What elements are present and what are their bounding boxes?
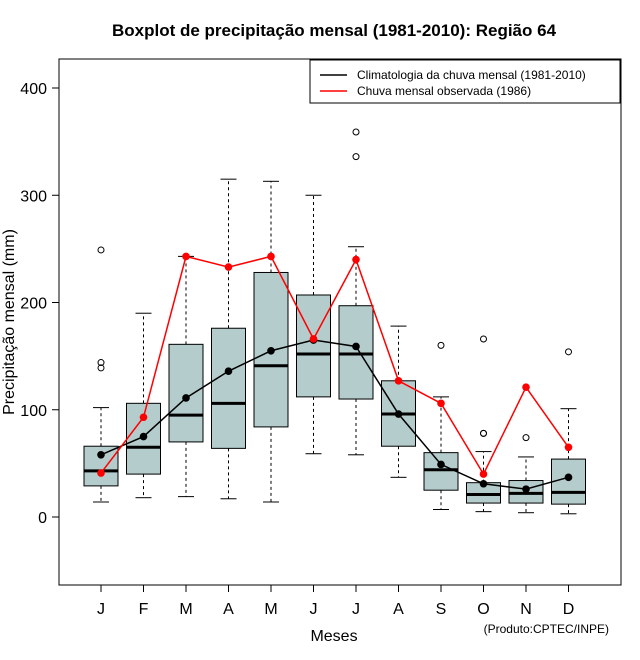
- legend-box: [309, 59, 621, 104]
- box-n-10: [508, 434, 544, 514]
- box-m-4: [253, 180, 289, 503]
- iqr-box: [168, 343, 204, 443]
- x-tick-label: M: [264, 601, 277, 618]
- series-point-observed-1986: [224, 263, 233, 271]
- series-point-climatology: [352, 342, 360, 351]
- box-m-2: [168, 255, 204, 498]
- x-axis-label: Meses: [310, 628, 357, 645]
- iqr-box: [296, 294, 331, 398]
- x-tick-label: S: [436, 601, 447, 618]
- legend: Climatologia da chuva mensal (1981-2010)…: [309, 59, 621, 104]
- series-point-observed-1986: [267, 252, 275, 261]
- series-point-observed-1986: [479, 470, 488, 478]
- box-d-11: [551, 348, 586, 515]
- outlier-point: [97, 359, 105, 367]
- series-point-observed-1986: [182, 252, 190, 261]
- iqr-box: [338, 305, 374, 400]
- y-tick-label: 200: [20, 296, 47, 313]
- iqr-box: [551, 458, 586, 505]
- series-point-observed-1986: [522, 383, 530, 392]
- boxplot-group: [83, 128, 586, 515]
- product-credit: (Produto:CPTEC/INPE): [484, 622, 609, 636]
- outlier-point: [97, 246, 105, 254]
- x-tick-label: M: [179, 601, 192, 618]
- series-point-observed-1986: [309, 335, 318, 343]
- box-j-5: [296, 194, 331, 455]
- y-axis-label: Precipitação mensal (mm): [1, 229, 18, 415]
- x-tick-label: J: [310, 601, 318, 618]
- y-axis: 0 100 200 300 400: [20, 81, 60, 527]
- x-tick-label: J: [97, 601, 105, 618]
- series-climatology: [97, 336, 573, 493]
- series-point-climatology: [437, 460, 445, 469]
- legend-label-observed: Chuva mensal observada (1986): [357, 84, 531, 98]
- series-point-observed-1986: [139, 413, 148, 422]
- outlier-point: [437, 341, 445, 349]
- y-tick-label: 300: [20, 188, 47, 205]
- outlier-point: [97, 364, 105, 372]
- x-tick-label: J: [352, 601, 360, 618]
- series-point-climatology: [564, 473, 573, 482]
- legend-label-climatology: Climatologia da chuva mensal (1981-2010): [357, 68, 586, 82]
- series-line-climatology: [100, 339, 569, 490]
- box-o-9: [466, 335, 501, 513]
- outlier-point: [565, 348, 572, 356]
- series-point-observed-1986: [437, 399, 445, 408]
- series-point-climatology: [479, 479, 488, 488]
- series-point-climatology: [139, 432, 148, 441]
- x-tick-label: O: [477, 601, 489, 618]
- series-point-observed-1986: [352, 255, 360, 264]
- y-tick-label: 400: [20, 81, 47, 98]
- series-point-observed-1986: [564, 443, 573, 452]
- series-point-climatology: [522, 485, 530, 493]
- series-line-observed-1986: [100, 255, 570, 476]
- series-point-climatology: [97, 450, 105, 459]
- chart-title: Boxplot de precipitação mensal (1981-201…: [112, 21, 557, 40]
- outlier-point: [480, 429, 487, 437]
- box-s-8: [423, 341, 459, 510]
- series-point-observed-1986: [97, 469, 105, 477]
- series-point-climatology: [182, 394, 190, 402]
- x-tick-label: D: [563, 601, 575, 618]
- series-point-observed-1986: [394, 376, 403, 385]
- box-f-1: [126, 312, 161, 499]
- y-tick-label: 100: [20, 403, 47, 420]
- series-point-climatology: [224, 367, 233, 375]
- outlier-point: [522, 434, 530, 442]
- box-a-3: [211, 178, 246, 500]
- iqr-box: [211, 327, 246, 449]
- outlier-point: [352, 153, 360, 161]
- box-j-0: [83, 246, 119, 503]
- series-point-climatology: [267, 346, 275, 355]
- outlier-point: [480, 335, 487, 343]
- series-observed-1986: [97, 252, 573, 478]
- y-tick-label: 0: [38, 510, 47, 527]
- outlier-point: [352, 128, 360, 136]
- iqr-box: [423, 452, 459, 491]
- x-tick-label: F: [139, 601, 149, 618]
- x-tick-label: N: [520, 601, 532, 618]
- series-point-climatology: [394, 410, 403, 418]
- x-tick-label: A: [393, 601, 404, 618]
- series-lines: [97, 252, 573, 493]
- x-tick-label: A: [223, 601, 234, 618]
